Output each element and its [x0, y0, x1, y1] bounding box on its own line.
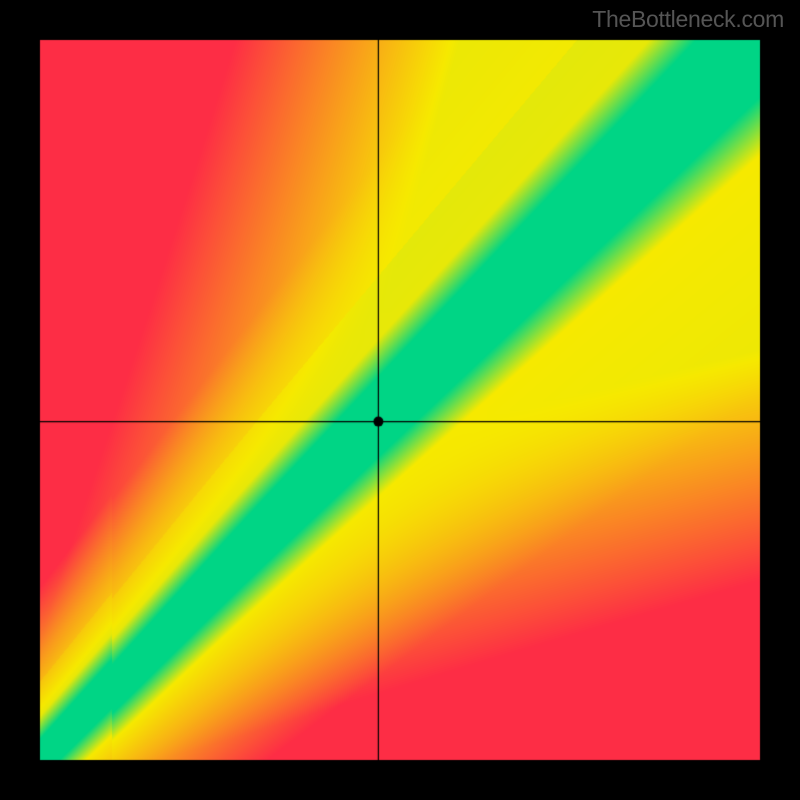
heatmap-canvas	[0, 0, 800, 800]
chart-container: TheBottleneck.com	[0, 0, 800, 800]
watermark-text: TheBottleneck.com	[592, 6, 784, 33]
